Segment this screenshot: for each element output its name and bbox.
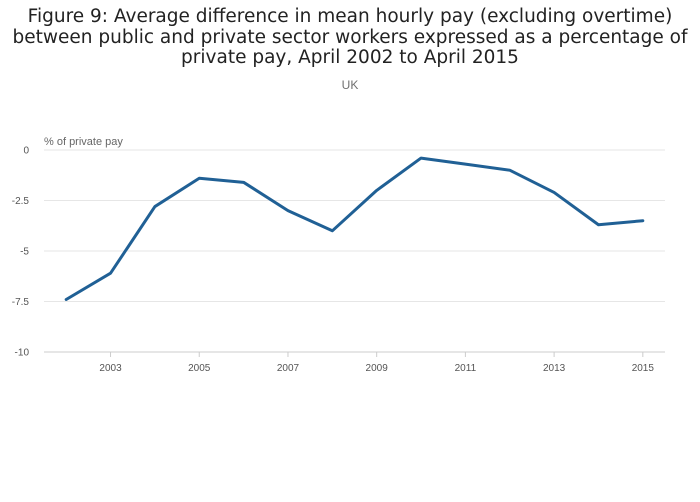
x-tick-label: 2009 [366, 363, 389, 374]
axes [44, 351, 665, 357]
data-point[interactable] [506, 166, 514, 174]
data-point[interactable] [373, 186, 381, 194]
gridlines [44, 149, 665, 302]
data-point[interactable] [328, 227, 336, 235]
data-point[interactable] [62, 295, 70, 303]
x-tick-label: 2007 [277, 363, 300, 374]
data-point[interactable] [107, 269, 115, 277]
data-point[interactable] [284, 207, 292, 215]
y-tick-label: -5 [20, 247, 29, 258]
series-layer [62, 154, 647, 303]
tick-labels: 0 -2.5 -5 -7.5 -10 2003 2005 2007 2009 2011 2013 20… [12, 146, 655, 375]
data-point[interactable] [417, 154, 425, 162]
data-point[interactable] [461, 160, 469, 168]
x-tick-label: 2013 [543, 363, 566, 374]
series-line [64, 156, 645, 301]
x-tick-label: 2015 [632, 363, 655, 374]
chart-title-line-2: between public and private sector worker… [12, 26, 688, 48]
data-point[interactable] [151, 203, 159, 211]
chart-subtitle: UK [341, 78, 359, 92]
y-tick-label: -2.5 [12, 196, 30, 207]
data-point[interactable] [240, 178, 248, 186]
data-point[interactable] [639, 217, 647, 225]
chart-title-line-3: private pay, April 2002 to April 2015 [181, 47, 519, 68]
chart-title-line-1: Figure 9: Average difference in mean hou… [27, 6, 673, 27]
y-tick-label: -10 [15, 348, 30, 359]
chart-title: Figure 9: Average difference in mean hou… [0, 6, 700, 69]
x-tick-label: 2011 [455, 363, 477, 374]
y-tick-label: -7.5 [12, 297, 30, 308]
y-tick-label: 0 [23, 146, 29, 157]
x-tick-label: 2005 [188, 363, 211, 374]
data-point[interactable] [594, 221, 602, 229]
data-point[interactable] [195, 174, 203, 182]
y-axis-label: % of private pay [44, 136, 123, 148]
x-tick-label: 2003 [99, 363, 122, 374]
data-point[interactable] [550, 188, 558, 196]
